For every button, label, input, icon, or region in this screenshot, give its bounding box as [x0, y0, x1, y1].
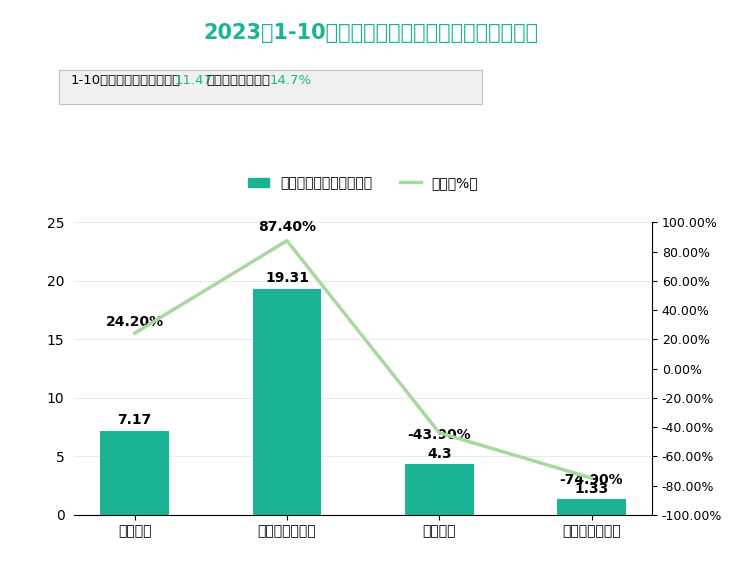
Bar	[557, 499, 626, 515]
Text: 2023年1-10月陕西省二三产业使用外资及增长情况: 2023年1-10月陕西省二三产业使用外资及增长情况	[203, 23, 538, 43]
Text: 87.40%: 87.40%	[258, 220, 316, 234]
Text: 1.33: 1.33	[574, 481, 608, 495]
Text: -43.90%: -43.90%	[408, 428, 471, 442]
Legend: 实际使用外资（亿美元）, 增长（%）: 实际使用外资（亿美元）, 增长（%）	[242, 171, 484, 196]
Text: -74.90%: -74.90%	[559, 473, 623, 487]
Text: 11.47: 11.47	[175, 74, 213, 87]
Text: 19.31: 19.31	[265, 271, 309, 285]
Bar	[253, 289, 321, 515]
Text: 14.7%: 14.7%	[270, 74, 312, 87]
Text: 1-10月陕西省实际使用外资: 1-10月陕西省实际使用外资	[70, 74, 181, 87]
Text: 4.3: 4.3	[427, 447, 451, 461]
Text: 亿美元，同比下降: 亿美元，同比下降	[207, 74, 270, 87]
Text: 24.20%: 24.20%	[105, 315, 164, 329]
Bar	[100, 431, 169, 515]
Bar	[405, 464, 473, 515]
Text: 7.17: 7.17	[118, 414, 152, 428]
